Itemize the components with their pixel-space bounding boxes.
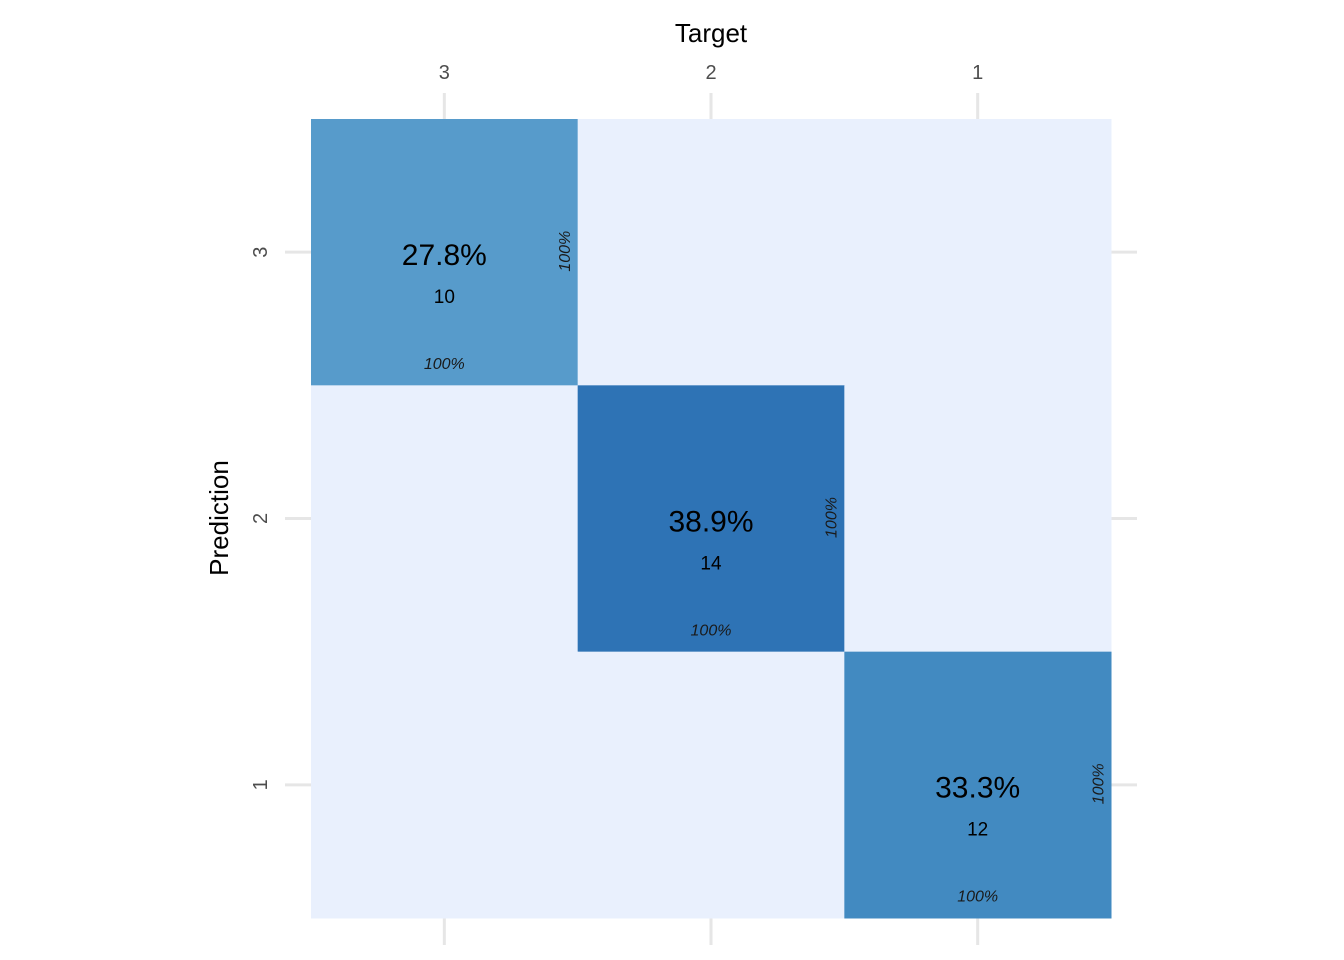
heatmap-cell	[577, 119, 845, 386]
cell-count-label: 12	[967, 820, 988, 841]
cell-count-label: 14	[700, 553, 722, 574]
heatmap-cell	[577, 651, 845, 919]
heatmap-cell	[311, 385, 579, 653]
labels-layer: 27.8%10100%100%38.9%14100%100%33.3%12100…	[250, 62, 1107, 906]
heatmap-cell	[844, 119, 1112, 386]
y-tick-label: 1	[250, 779, 272, 790]
cells-layer	[311, 119, 1112, 919]
x-tick-label: 2	[705, 62, 716, 84]
heatmap-cell	[844, 385, 1112, 653]
x-tick-label: 1	[972, 62, 983, 84]
grid-tick-layer	[285, 93, 1137, 945]
heatmap-cell	[577, 385, 845, 653]
cell-column-percent-label: 100%	[424, 356, 465, 373]
cell-row-percent-label: 100%	[557, 231, 574, 272]
y-tick-label: 2	[250, 513, 272, 524]
heatmap-cell	[844, 651, 1112, 919]
cell-percent-label: 38.9%	[668, 505, 753, 538]
heatmap-cell	[311, 651, 579, 919]
y-tick-label: 3	[250, 247, 272, 258]
cell-row-percent-label: 100%	[1090, 763, 1107, 804]
cell-count-label: 10	[434, 287, 455, 308]
x-axis-title: Target	[675, 18, 748, 48]
cell-percent-label: 33.3%	[935, 772, 1020, 805]
x-tick-label: 3	[439, 62, 450, 84]
cell-row-percent-label: 100%	[824, 497, 841, 538]
cell-column-percent-label: 100%	[957, 889, 998, 906]
cell-percent-label: 27.8%	[402, 239, 487, 272]
heatmap-cell	[311, 119, 579, 386]
y-axis-title: Prediction	[204, 460, 234, 576]
cell-column-percent-label: 100%	[691, 622, 732, 639]
